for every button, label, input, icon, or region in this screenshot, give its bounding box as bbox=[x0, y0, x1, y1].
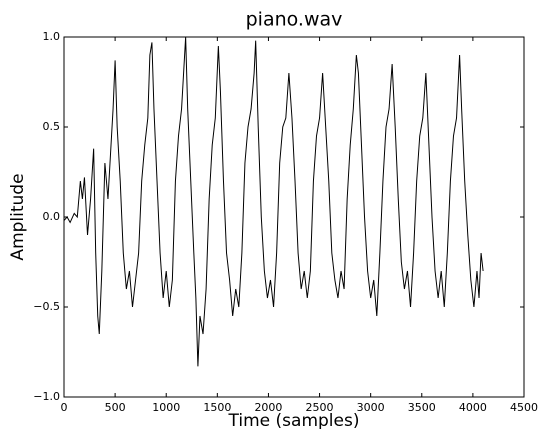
x-tick-label: 3000 bbox=[357, 401, 385, 414]
waveform-line bbox=[63, 36, 484, 367]
y-axis-label: Amplitude bbox=[8, 173, 28, 260]
x-tick-label: 500 bbox=[105, 401, 126, 414]
y-tick-label: −0.5 bbox=[33, 300, 60, 313]
y-tick-label: 1.0 bbox=[43, 30, 61, 43]
plot-frame bbox=[63, 36, 525, 398]
x-tick-label: 4500 bbox=[510, 401, 538, 414]
x-tick-label: 0 bbox=[61, 401, 68, 414]
x-tick-label: 4000 bbox=[459, 401, 487, 414]
x-tick-label: 2500 bbox=[306, 401, 334, 414]
x-axis-label: Time (samples) bbox=[228, 411, 360, 429]
x-tick-label: 2000 bbox=[254, 401, 282, 414]
x-tick-label: 1000 bbox=[152, 401, 180, 414]
x-tick-label: 1500 bbox=[203, 401, 231, 414]
y-tick-label: −1.0 bbox=[33, 390, 60, 403]
y-tick-label: 0.0 bbox=[43, 210, 61, 223]
x-tick-label: 3500 bbox=[408, 401, 436, 414]
y-tick-label: 0.5 bbox=[43, 120, 61, 133]
chart-title: piano.wav bbox=[246, 9, 343, 31]
